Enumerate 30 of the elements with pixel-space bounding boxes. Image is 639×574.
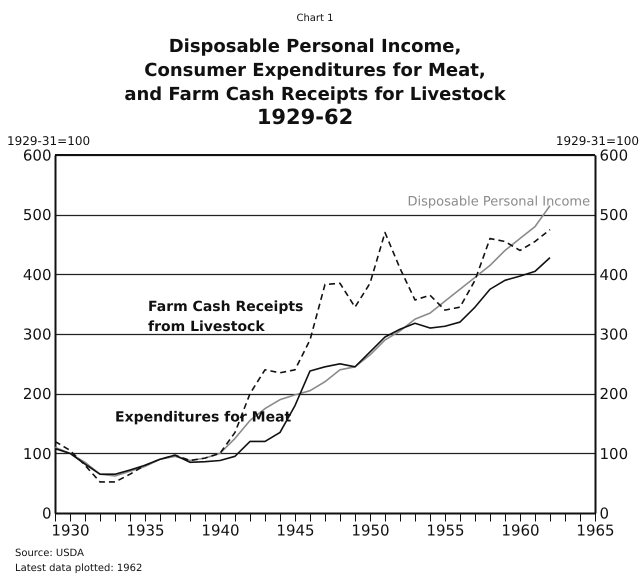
x-tick-label: 1935: [126, 522, 165, 540]
y2-tick-label: 500: [600, 206, 628, 224]
caption: Chart 1: [296, 13, 334, 24]
y-tick-label: 300: [22, 326, 52, 344]
series-label: Farm Cash Receipts from Livestock: [148, 299, 304, 336]
x-tick-label: 1940: [201, 522, 240, 540]
y-tick-label: 200: [22, 385, 52, 404]
x-tick-label: 1930: [51, 522, 90, 540]
x-tick-label: 1945: [276, 522, 315, 540]
text: Disposable Personal Income: [408, 194, 590, 210]
y2-tick-label: 0: [600, 504, 610, 522]
y-tick-label: 400: [22, 266, 52, 284]
y-axis-title: 1929-31=100: [7, 134, 90, 148]
y2-tick-label: 400: [600, 266, 628, 284]
y2-tick-label: 200: [600, 385, 628, 404]
text: Latest data plotted: 1962: [15, 563, 142, 574]
y-tick-label: 100: [22, 444, 52, 463]
x-tick-label: 1965: [576, 522, 615, 540]
y2-tick-label: 100: [600, 444, 628, 463]
y2-tick-label: 300: [600, 326, 628, 344]
x-tick-label: 1960: [501, 522, 540, 540]
y2-tick-label: 600: [600, 146, 628, 164]
y-tick-label: 600: [22, 146, 52, 164]
y-tick-label: 0: [42, 504, 52, 522]
y-tick-label: 500: [22, 206, 52, 224]
y2-axis-title: 1929-31=100: [556, 134, 639, 148]
source-note: Source: USDA: [15, 548, 84, 559]
x-tick-label: 1950: [351, 522, 390, 540]
chart-title: Disposable Personal Income, Consumer Expenditures for Meat, and Farm Cash Receipts for Livestock 1929-62: [124, 36, 507, 129]
x-tick-label: 1955: [426, 522, 465, 540]
